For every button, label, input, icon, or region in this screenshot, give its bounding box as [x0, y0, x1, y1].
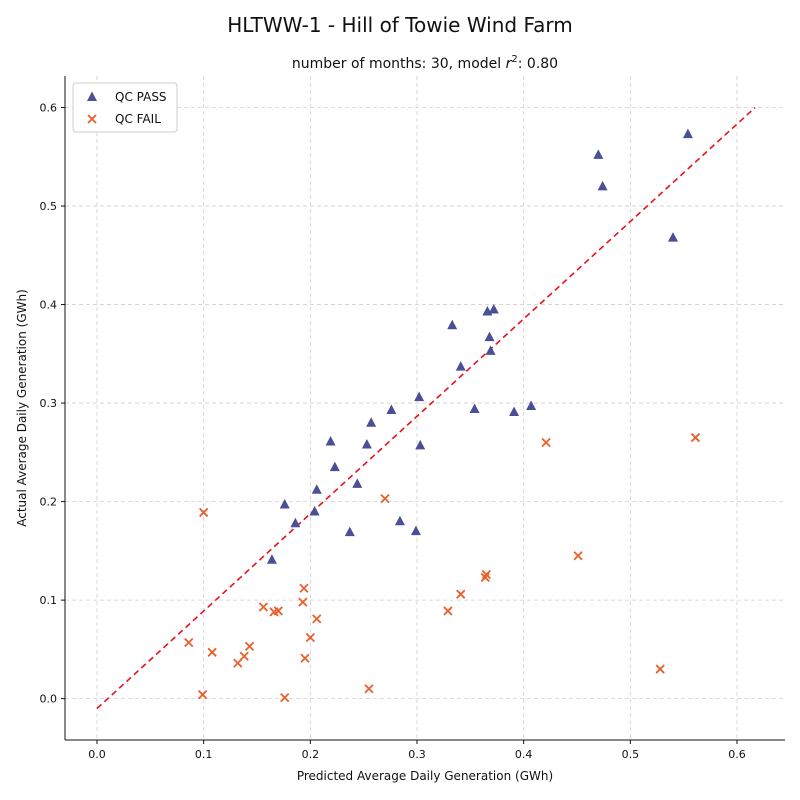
qc-fail-point: [480, 572, 490, 583]
legend-label-pass: QC PASS: [115, 90, 167, 104]
qc-pass-point: [415, 439, 426, 450]
qc-pass-point: [447, 319, 458, 330]
qc-pass-point: [485, 345, 496, 355]
y-ticks: 0.0 0.1 0.2 0.3 0.4 0.5 0.6: [40, 102, 65, 706]
legend: QC PASS QC FAIL: [72, 82, 178, 133]
qc-fail-point: [258, 602, 269, 612]
qc-pass-point: [279, 499, 290, 509]
legend-marker-pass: [87, 91, 97, 101]
qc-pass-point: [352, 478, 363, 488]
qc-pass-point: [309, 505, 320, 516]
qc-pass-point: [597, 180, 608, 191]
qc-fail-point: [655, 664, 665, 674]
y-tick-label: 0.0: [40, 693, 58, 706]
qc-pass-point: [361, 438, 372, 449]
qc-pass-point: [386, 404, 397, 414]
y-tick-label: 0.6: [40, 102, 58, 115]
x-tick-label: 0.0: [88, 748, 106, 761]
qc-pass-point: [469, 403, 480, 413]
qc-pass-point: [329, 461, 340, 472]
qc-pass-point: [366, 417, 377, 427]
qc-pass-point: [682, 128, 693, 139]
reference-line: [96, 106, 756, 710]
qc-fail-point: [312, 614, 322, 624]
chart-title: HLTWW-1 - Hill of Towie Wind Farm: [227, 13, 573, 37]
x-tick-label: 0.4: [515, 748, 533, 761]
qc-fail-point: [456, 589, 466, 599]
qc-fail-point: [364, 684, 374, 694]
chart-subtitle: number of months: 30, model r2: 0.80: [292, 54, 558, 72]
qc-pass-point: [290, 517, 301, 528]
qc-pass-point: [394, 515, 405, 526]
reference-line-group: [96, 106, 756, 710]
qc-pass-point: [668, 232, 678, 242]
y-tick-label: 0.2: [40, 496, 58, 509]
y-tick-label: 0.3: [40, 397, 58, 410]
qc-fail-point: [199, 507, 209, 518]
qc-fail-point: [280, 693, 290, 703]
qc-fail-point: [298, 597, 308, 607]
y-axis-label: Actual Average Daily Generation (GWh): [15, 289, 29, 527]
y-tick-label: 0.1: [40, 594, 58, 607]
qc-fail-point: [690, 432, 701, 443]
legend-box: [72, 82, 178, 133]
qc-fail-point: [184, 637, 194, 648]
qc-fail-point: [207, 647, 217, 657]
qc-pass-point: [526, 400, 537, 411]
x-tick-label: 0.5: [622, 748, 640, 761]
qc-pass-point: [410, 525, 421, 536]
x-tick-label: 0.1: [195, 748, 213, 761]
qc-pass-point: [455, 361, 466, 371]
x-tick-label: 0.3: [408, 748, 426, 761]
qc-pass-point: [593, 149, 604, 159]
qc-pass-point: [344, 526, 355, 537]
qc-pass-point: [325, 435, 336, 446]
qc-fail-point: [541, 437, 551, 448]
qc-pass-point: [509, 406, 520, 416]
x-tick-label: 0.2: [302, 748, 320, 761]
y-tick-label: 0.5: [40, 200, 58, 213]
qc-pass-point: [414, 391, 425, 402]
qc-fail-point: [380, 493, 390, 504]
qc-pass-point: [311, 484, 322, 494]
legend-triangle-icon: [87, 91, 97, 101]
data-points: [184, 128, 701, 703]
qc-fail-point: [305, 632, 315, 643]
x-axis-label: Predicted Average Daily Generation (GWh): [297, 769, 553, 783]
qc-pass-point: [484, 331, 495, 342]
qc-fail-point: [197, 690, 208, 700]
qc-pass-point: [488, 303, 499, 314]
qc-fail-point: [244, 641, 255, 652]
legend-marker-fail: [87, 114, 97, 124]
qc-fail-point: [443, 606, 453, 616]
qc-fail-point: [573, 551, 583, 561]
qc-fail-point: [239, 651, 249, 661]
qc-fail-point: [273, 606, 283, 616]
qc-fail-point: [300, 653, 310, 663]
qc-fail-point: [481, 569, 491, 580]
grid-lines: [65, 76, 785, 740]
qc-fail-point: [299, 583, 309, 593]
axes: [64, 76, 785, 741]
qc-pass-point: [266, 554, 277, 564]
x-ticks: 0.0 0.1 0.2 0.3 0.4 0.5 0.6: [88, 740, 746, 761]
x-tick-label: 0.6: [728, 748, 746, 761]
y-tick-label: 0.4: [40, 299, 58, 312]
legend-label-fail: QC FAIL: [115, 112, 161, 126]
legend-x-icon: [87, 114, 97, 124]
